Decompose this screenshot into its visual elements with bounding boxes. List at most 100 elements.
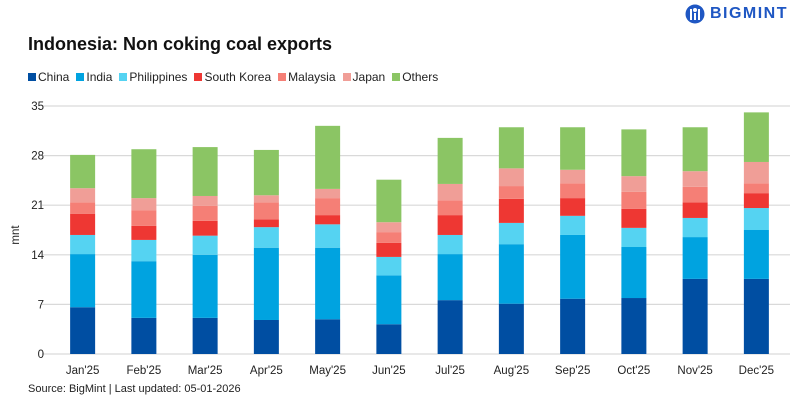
bar-segment-india — [253, 247, 279, 320]
bar-segment-south-korea — [743, 193, 769, 209]
bar-segment-china — [131, 317, 157, 354]
bar-segment-philippines — [70, 234, 96, 255]
bar-segment-others — [437, 137, 463, 184]
bar-segment-philippines — [621, 227, 647, 248]
x-tick-label: Apr'25 — [250, 365, 283, 377]
legend-label: South Korea — [204, 70, 272, 84]
bar-segment-south-korea — [253, 219, 279, 228]
bar-segment-others — [376, 179, 402, 223]
bar-segment-others — [682, 127, 708, 172]
bar-segment-philippines — [498, 222, 524, 245]
bar-segment-india — [621, 247, 647, 299]
bar-segment-malaysia — [376, 232, 402, 243]
bar-segment-india — [192, 254, 218, 318]
bigmint-logo: BIGMINT — [685, 4, 788, 24]
bar-segment-philippines — [192, 235, 218, 255]
bar-segment-philippines — [560, 215, 586, 235]
bar-segment-philippines — [131, 239, 157, 262]
legend-swatch — [342, 73, 351, 81]
bar-segment-japan — [621, 176, 647, 192]
bar-segment-china — [621, 298, 647, 354]
bar-segment-south-korea — [70, 213, 96, 235]
y-tick-label: 21 — [31, 200, 44, 212]
y-tick-label: 14 — [31, 250, 44, 262]
y-axis-label: mnt — [10, 225, 22, 245]
bar-segment-china — [560, 298, 586, 354]
bigmint-logo-icon — [685, 4, 705, 24]
x-tick-label: Aug'25 — [494, 365, 529, 377]
bar-segment-india — [560, 234, 586, 299]
bar-segment-malaysia — [437, 200, 463, 216]
bar-segment-malaysia — [560, 183, 586, 199]
bar-segment-japan — [70, 188, 96, 203]
legend-label: Malaysia — [288, 70, 336, 84]
bar-segment-malaysia — [498, 186, 524, 199]
bar-segment-japan — [498, 168, 524, 187]
x-tick-label: Dec'25 — [739, 365, 774, 377]
legend-label: Philippines — [129, 70, 188, 84]
bar-segment-others — [192, 147, 218, 196]
bar-segment-china — [253, 319, 279, 354]
bar-segment-malaysia — [315, 198, 341, 216]
legend-item: Others — [392, 70, 438, 84]
bar-segment-south-korea — [315, 215, 341, 225]
legend-item: India — [76, 70, 112, 84]
legend-item: Malaysia — [278, 70, 336, 84]
bar-segment-others — [560, 127, 586, 170]
y-tick-label: 28 — [31, 151, 44, 163]
legend-swatch — [194, 73, 203, 81]
bar-segment-south-korea — [437, 215, 463, 235]
y-tick-label: 35 — [31, 101, 44, 113]
bar-segment-philippines — [376, 256, 402, 276]
bar-segment-south-korea — [131, 225, 157, 240]
bar-segment-japan — [192, 195, 218, 206]
legend-label: Japan — [352, 70, 386, 84]
bar-segment-others — [743, 112, 769, 162]
bar-segment-india — [376, 275, 402, 325]
legend-item: China — [28, 70, 69, 84]
bar-segment-south-korea — [192, 220, 218, 236]
legend: China India Philippines South Korea Malaysia… — [28, 70, 438, 84]
legend-swatch — [392, 73, 401, 81]
bar-segment-india — [743, 230, 769, 279]
bar-segment-south-korea — [621, 208, 647, 228]
bar-segment-japan — [743, 161, 769, 184]
bar-segment-japan — [376, 222, 402, 233]
bar-segment-south-korea — [560, 198, 586, 216]
x-tick-label: Mar'25 — [188, 365, 223, 377]
legend-swatch — [119, 73, 128, 81]
bar-segment-china — [315, 319, 341, 354]
bar-segment-japan — [315, 188, 341, 199]
bar-segment-malaysia — [253, 202, 279, 220]
bar-segment-china — [376, 324, 402, 354]
x-tick-label: Sep'25 — [555, 365, 590, 377]
x-tick-label: Jun'25 — [372, 365, 406, 377]
legend-swatch — [28, 73, 36, 81]
bar-segment-japan — [682, 171, 708, 187]
bar-segment-philippines — [437, 234, 463, 255]
brand-name: BIGMINT — [709, 5, 788, 22]
bar-segment-japan — [437, 183, 463, 201]
legend-item: Japan — [342, 70, 386, 84]
bar-segment-malaysia — [192, 205, 218, 221]
x-tick-label: May'25 — [309, 365, 346, 377]
bar-segment-india — [682, 237, 708, 279]
bar-segment-others — [253, 149, 279, 196]
source-note: Source: BigMint | Last updated: 05-01-20… — [28, 383, 241, 395]
x-tick-label: Jan'25 — [66, 365, 100, 377]
bar-segment-others — [131, 149, 157, 199]
legend-item: South Korea — [194, 70, 271, 84]
x-tick-label: Jul'25 — [435, 365, 465, 377]
bar-segment-malaysia — [682, 186, 708, 203]
bar-segment-malaysia — [70, 202, 96, 214]
bar-segment-india — [315, 247, 341, 320]
bar-segment-india — [131, 261, 157, 318]
legend-swatch — [76, 73, 85, 81]
bar-segment-others — [621, 129, 647, 177]
y-tick-label: 7 — [38, 299, 44, 311]
bar-segment-philippines — [315, 224, 341, 248]
bar-segment-japan — [253, 195, 279, 203]
bar-segment-philippines — [253, 227, 279, 248]
legend-label: Others — [402, 70, 439, 84]
